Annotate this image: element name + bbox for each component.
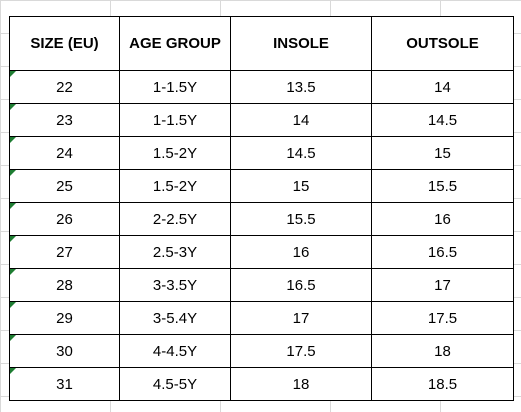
- cell-insole[interactable]: 16.5: [230, 268, 372, 302]
- table-row: 30 4-4.5Y 17.5 18: [9, 334, 514, 368]
- cell-age-group[interactable]: 1.5-2Y: [119, 136, 231, 170]
- cell-outsole[interactable]: 14: [371, 70, 514, 104]
- error-indicator-triangle-icon[interactable]: [10, 170, 16, 176]
- cell-outsole[interactable]: 17.5: [371, 301, 514, 335]
- table-row: 23 1-1.5Y 14 14.5: [9, 103, 514, 137]
- cell-size-value: 26: [56, 210, 73, 228]
- cell-insole[interactable]: 15: [230, 169, 372, 203]
- cell-outsole[interactable]: 15.5: [371, 169, 514, 203]
- error-indicator-triangle-icon[interactable]: [10, 104, 16, 110]
- error-indicator-triangle-icon[interactable]: [10, 368, 16, 374]
- error-indicator-triangle-icon[interactable]: [10, 203, 16, 209]
- cell-size[interactable]: 28: [9, 268, 120, 302]
- cell-size-value: 22: [56, 78, 73, 96]
- error-indicator-triangle-icon[interactable]: [10, 302, 16, 308]
- cell-outsole[interactable]: 14.5: [371, 103, 514, 137]
- cell-age-group[interactable]: 2-2.5Y: [119, 202, 231, 236]
- cell-age-group[interactable]: 3-5.4Y: [119, 301, 231, 335]
- header-cell-age-group[interactable]: AGE GROUP: [119, 16, 231, 71]
- error-indicator-triangle-icon[interactable]: [10, 71, 16, 77]
- cell-size-value: 25: [56, 177, 73, 195]
- cell-age-group[interactable]: 4-4.5Y: [119, 334, 231, 368]
- cell-size-value: 30: [56, 342, 73, 360]
- cell-outsole[interactable]: 18: [371, 334, 514, 368]
- header-row: SIZE (EU) AGE GROUP INSOLE OUTSOLE: [9, 16, 514, 71]
- cell-age-group[interactable]: 3-3.5Y: [119, 268, 231, 302]
- error-indicator-triangle-icon[interactable]: [10, 269, 16, 275]
- cell-size[interactable]: 25: [9, 169, 120, 203]
- cell-outsole[interactable]: 18.5: [371, 367, 514, 401]
- cell-age-group[interactable]: 4.5-5Y: [119, 367, 231, 401]
- cell-outsole[interactable]: 15: [371, 136, 514, 170]
- cell-size[interactable]: 30: [9, 334, 120, 368]
- cell-size-value: 31: [56, 375, 73, 393]
- cell-size-value: 27: [56, 243, 73, 261]
- error-indicator-triangle-icon[interactable]: [10, 236, 16, 242]
- table-row: 28 3-3.5Y 16.5 17: [9, 268, 514, 302]
- size-chart-table: SIZE (EU) AGE GROUP INSOLE OUTSOLE 22 1-…: [9, 16, 514, 401]
- cell-insole[interactable]: 16: [230, 235, 372, 269]
- cell-insole[interactable]: 17: [230, 301, 372, 335]
- cell-size-value: 24: [56, 144, 73, 162]
- header-cell-insole[interactable]: INSOLE: [230, 16, 372, 71]
- table-row: 29 3-5.4Y 17 17.5: [9, 301, 514, 335]
- cell-insole[interactable]: 15.5: [230, 202, 372, 236]
- cell-size-value: 28: [56, 276, 73, 294]
- error-indicator-triangle-icon[interactable]: [10, 335, 16, 341]
- cell-insole[interactable]: 17.5: [230, 334, 372, 368]
- cell-outsole[interactable]: 17: [371, 268, 514, 302]
- cell-outsole[interactable]: 16: [371, 202, 514, 236]
- cell-insole[interactable]: 13.5: [230, 70, 372, 104]
- cell-insole[interactable]: 18: [230, 367, 372, 401]
- table-row: 27 2.5-3Y 16 16.5: [9, 235, 514, 269]
- table-row: 26 2-2.5Y 15.5 16: [9, 202, 514, 236]
- cell-size[interactable]: 26: [9, 202, 120, 236]
- table-row: 24 1.5-2Y 14.5 15: [9, 136, 514, 170]
- cell-size-value: 23: [56, 111, 73, 129]
- header-cell-outsole[interactable]: OUTSOLE: [371, 16, 514, 71]
- cell-size[interactable]: 31: [9, 367, 120, 401]
- cell-age-group[interactable]: 1-1.5Y: [119, 70, 231, 104]
- cell-size[interactable]: 22: [9, 70, 120, 104]
- cell-age-group[interactable]: 2.5-3Y: [119, 235, 231, 269]
- error-indicator-triangle-icon[interactable]: [10, 137, 16, 143]
- cell-size[interactable]: 29: [9, 301, 120, 335]
- cell-size[interactable]: 27: [9, 235, 120, 269]
- cell-size-value: 29: [56, 309, 73, 327]
- cell-age-group[interactable]: 1.5-2Y: [119, 169, 231, 203]
- header-cell-size[interactable]: SIZE (EU): [9, 16, 120, 71]
- cell-size[interactable]: 24: [9, 136, 120, 170]
- cell-size[interactable]: 23: [9, 103, 120, 137]
- table-row: 25 1.5-2Y 15 15.5: [9, 169, 514, 203]
- cell-outsole[interactable]: 16.5: [371, 235, 514, 269]
- table-row: 31 4.5-5Y 18 18.5: [9, 367, 514, 401]
- table-row: 22 1-1.5Y 13.5 14: [9, 70, 514, 104]
- cell-insole[interactable]: 14: [230, 103, 372, 137]
- cell-age-group[interactable]: 1-1.5Y: [119, 103, 231, 137]
- cell-insole[interactable]: 14.5: [230, 136, 372, 170]
